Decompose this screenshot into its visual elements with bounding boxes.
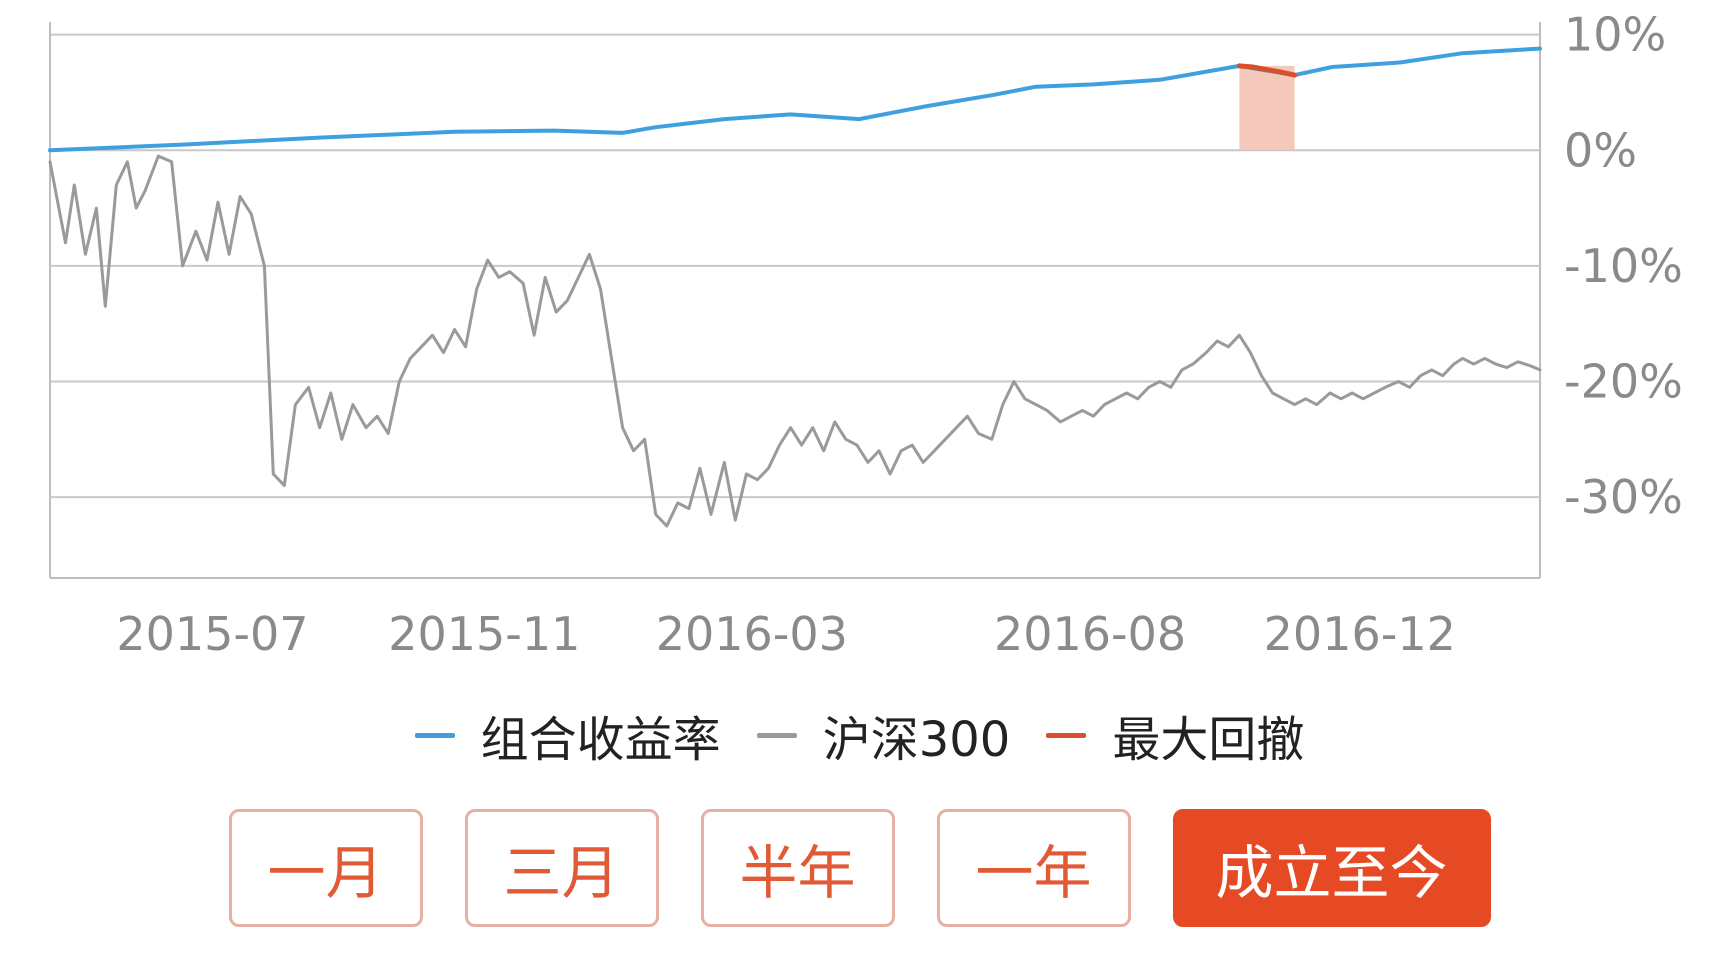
y-tick-label: -20% bbox=[1564, 354, 1683, 408]
chart-svg: 10%0%-10%-20%-30% 2015-07 2015-11 2016-03 2… bbox=[48, 8, 1683, 661]
range-button-3-months[interactable]: 三月 bbox=[464, 809, 659, 927]
time-range-selector: 一月 三月 半年 一年 成立至今 bbox=[0, 808, 1719, 928]
y-tick-label: 0% bbox=[1564, 123, 1637, 177]
performance-chart: 10% 0% -10% -20% -30% 2015-07 2015-11 2016-03 2… bbox=[48, 8, 1683, 661]
grid-layer bbox=[49, 22, 1541, 579]
max-drawdown-line bbox=[1236, 63, 1298, 78]
legend-swatch-portfolio bbox=[414, 732, 455, 738]
x-tick-label: 2016-03 bbox=[656, 607, 848, 661]
series-line-layer bbox=[48, 46, 1542, 528]
x-tick-label: 2016-08 bbox=[994, 607, 1186, 661]
legend-item-max-drawdown: 最大回撤 bbox=[1046, 700, 1304, 770]
range-button-half-year[interactable]: 半年 bbox=[700, 809, 895, 927]
legend-label-max-drawdown: 最大回撤 bbox=[1112, 712, 1305, 768]
legend-swatch-max-drawdown bbox=[1046, 732, 1087, 738]
csi300-line bbox=[48, 154, 1542, 528]
legend-label-portfolio: 组合收益率 bbox=[480, 712, 721, 768]
x-tick-label: 2015-07 bbox=[116, 607, 308, 661]
chart-legend: 组合收益率 沪深300 最大回撤 bbox=[0, 700, 1719, 770]
drawdown-area-layer bbox=[1239, 65, 1295, 151]
y-tick-label: -10% bbox=[1564, 239, 1683, 293]
legend-swatch-csi300 bbox=[756, 732, 797, 738]
max-drawdown-area bbox=[1239, 65, 1295, 151]
portfolio-return-line bbox=[48, 46, 1542, 153]
legend-label-csi300: 沪深300 bbox=[822, 712, 1011, 768]
range-button-1-month[interactable]: 一月 bbox=[228, 809, 423, 927]
x-tick-label: 2016-12 bbox=[1264, 607, 1456, 661]
y-tick-label: -30% bbox=[1564, 470, 1683, 524]
legend-item-csi300: 沪深300 bbox=[756, 700, 1011, 770]
y-tick-label: 10% bbox=[1564, 8, 1666, 62]
legend-item-portfolio: 组合收益率 bbox=[414, 700, 721, 770]
range-button-since-inception[interactable]: 成立至今 bbox=[1172, 809, 1491, 927]
x-tick-layer: 2015-07 2015-11 2016-03 2016-08 2016-12 bbox=[116, 607, 1456, 661]
range-button-1-year[interactable]: 一年 bbox=[936, 809, 1131, 927]
x-tick-label: 2015-11 bbox=[388, 607, 580, 661]
y-tick-layer: 10% 0% -10% -20% -30% bbox=[1564, 8, 1683, 524]
